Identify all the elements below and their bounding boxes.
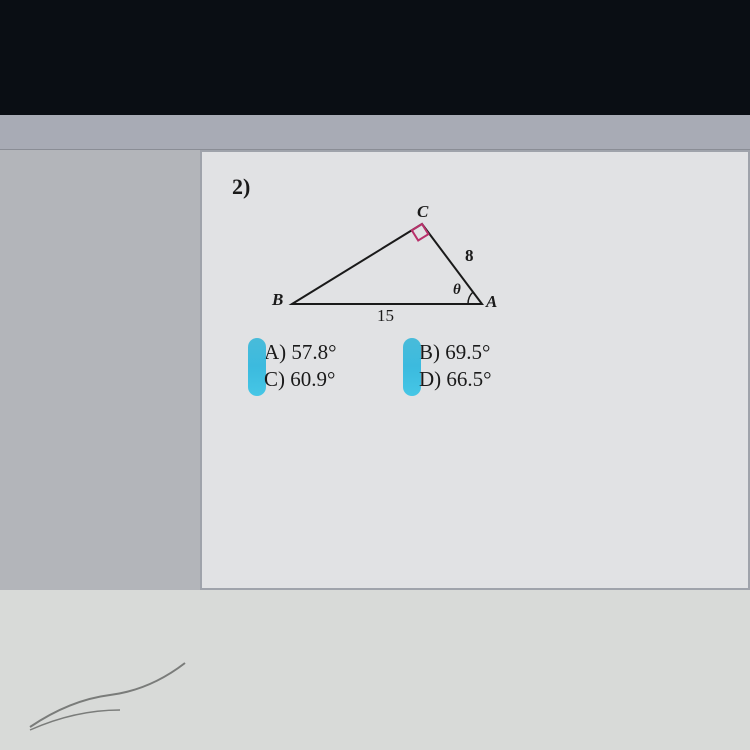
option-a[interactable]: A) 57.8° (252, 340, 407, 365)
triangle-diagram: B C A 8 15 θ (272, 212, 512, 332)
right-angle-icon (412, 224, 429, 241)
vertex-a-label: A (486, 292, 497, 312)
option-c-text: C) 60.9° (264, 367, 335, 391)
vertex-b-label: B (272, 290, 283, 310)
main-area: 2) B C A 8 15 θ A) 57.8° (0, 150, 750, 590)
theta-label: θ (453, 282, 461, 299)
question-number: 2) (232, 174, 718, 200)
bottom-area (0, 590, 750, 750)
content-panel: 2) B C A 8 15 θ A) 57.8° (200, 150, 750, 590)
option-b-text: B) 69.5° (419, 340, 490, 364)
header-strip (0, 115, 750, 150)
option-d[interactable]: D) 66.5° (407, 367, 562, 392)
top-dark-band (0, 0, 750, 115)
vertex-c-label: C (417, 202, 428, 222)
options-grid: A) 57.8° B) 69.5° C) 60.9° D) 66.5° (252, 340, 718, 392)
theta-arc (468, 292, 473, 304)
crack-line-icon (25, 655, 195, 735)
option-c[interactable]: C) 60.9° (252, 367, 407, 392)
option-a-text: A) 57.8° (264, 340, 337, 364)
option-b[interactable]: B) 69.5° (407, 340, 562, 365)
side-ba-label: 15 (377, 306, 394, 326)
option-d-text: D) 66.5° (419, 367, 492, 391)
side-ca-label: 8 (465, 246, 474, 266)
left-panel (0, 150, 200, 590)
